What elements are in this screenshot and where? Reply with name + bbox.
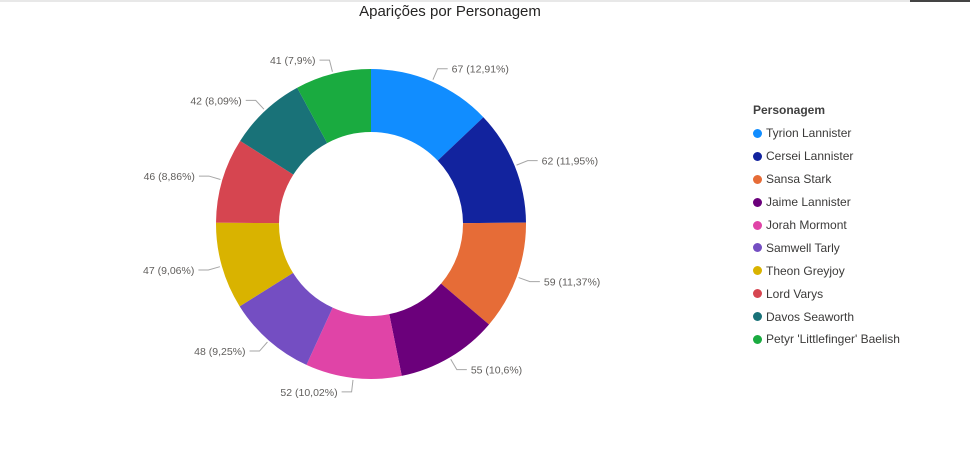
leader-line-tyrion-lannister [432, 68, 448, 80]
slice-davos-seaworth[interactable] [240, 87, 328, 175]
legend-title: Personagem [753, 103, 826, 117]
leader-line-sansa-stark [518, 277, 540, 283]
legend-label: Davos Seaworth [766, 309, 855, 324]
data-label-petyr-littlefinger-baelish: 41 (7,9%) [270, 55, 316, 67]
legend-item-sansa-stark[interactable]: Sansa Stark [753, 168, 900, 191]
slice-tyrion-lannister[interactable] [371, 69, 484, 161]
legend-item-cersei-lannister[interactable]: Cersei Lannister [753, 145, 900, 168]
leader-line-samwell-tarly [249, 341, 268, 352]
slice-theon-greyjoy[interactable] [216, 222, 294, 307]
frame-top-border [0, 0, 970, 2]
legend-dot-icon [753, 128, 762, 138]
slice-sansa-stark[interactable] [441, 222, 526, 325]
legend-label: Cersei Lannister [766, 149, 854, 164]
legend-dot-icon [753, 243, 762, 253]
slice-samwell-tarly[interactable] [239, 272, 333, 365]
leader-line-jorah-mormont [341, 379, 354, 393]
slice-cersei-lannister[interactable] [437, 117, 526, 224]
data-label-theon-greyjoy: 47 (9,06%) [143, 265, 194, 277]
leader-line-cersei-lannister [516, 160, 538, 166]
legend-item-samwell-tarly[interactable]: Samwell Tarly [753, 236, 900, 259]
legend-label: Lord Varys [766, 286, 824, 301]
slice-labels: 67 (12,91%) 62 (11,95%) 59 (11,37%) 55 (10,… [143, 55, 600, 399]
legend-dot-icon [753, 174, 762, 184]
legend-item-davos-seaworth[interactable]: Davos Seaworth [753, 305, 900, 328]
legend-dot-icon [753, 197, 762, 207]
data-label-jaime-lannister: 55 (10,6%) [471, 365, 522, 377]
data-label-sansa-stark: 59 (11,37%) [544, 277, 600, 289]
slice-jaime-lannister[interactable] [389, 283, 490, 376]
data-label-lord-varys: 46 (8,86%) [144, 171, 195, 183]
legend-item-jorah-mormont[interactable]: Jorah Mormont [753, 214, 900, 237]
slice-jorah-mormont[interactable] [306, 307, 402, 379]
legend-dot-icon [753, 334, 762, 344]
legend-items: Tyrion Lannister Cersei Lannister Sansa St… [753, 122, 900, 351]
legend-label: Tyrion Lannister [766, 126, 852, 141]
legend-dot-icon [753, 151, 762, 161]
frame-corner-mark [910, 0, 970, 2]
legend-label: Samwell Tarly [766, 240, 840, 255]
legend-item-tyrion-lannister[interactable]: Tyrion Lannister [753, 122, 900, 145]
legend-item-theon-greyjoy[interactable]: Theon Greyjoy [753, 259, 900, 282]
data-label-cersei-lannister: 62 (11,95%) [542, 156, 598, 168]
data-label-tyrion-lannister: 67 (12,91%) [452, 64, 509, 76]
chart-title: Aparições por Personagem [359, 3, 541, 20]
slice-petyr-littlefinger-baelish[interactable] [297, 69, 371, 144]
slice-lord-varys[interactable] [216, 140, 294, 224]
legend-item-petyr-littlefinger-baelish[interactable]: Petyr 'Littlefinger' Baelish [753, 328, 900, 351]
legend-dot-icon [753, 266, 762, 276]
legend-label: Petyr 'Littlefinger' Baelish [766, 332, 900, 347]
leader-line-jaime-lannister [450, 358, 467, 371]
data-label-davos-seaworth: 42 (8,09%) [190, 95, 241, 107]
legend-dot-icon [753, 312, 762, 322]
legend-label: Jaime Lannister [766, 195, 851, 210]
donut-chart: 67 (12,91%) 62 (11,95%) 59 (11,37%) 55 (10,… [143, 55, 600, 399]
legend-item-lord-varys[interactable]: Lord Varys [753, 282, 900, 305]
leader-line-theon-greyjoy [198, 266, 221, 271]
legend-dot-icon [753, 289, 762, 299]
legend: Personagem Tyrion Lannister Cersei Lannis… [753, 103, 900, 351]
legend-dot-icon [753, 220, 762, 230]
data-label-jorah-mormont: 52 (10,02%) [280, 387, 337, 399]
legend-label: Sansa Stark [766, 172, 832, 187]
data-label-samwell-tarly: 48 (9,25%) [194, 346, 245, 358]
leader-line-petyr-littlefinger-baelish [319, 59, 333, 72]
legend-label: Theon Greyjoy [766, 263, 845, 278]
leader-line-davos-seaworth [245, 99, 265, 110]
legend-label: Jorah Mormont [766, 218, 847, 232]
donut-slices [216, 69, 526, 379]
legend-item-jaime-lannister[interactable]: Jaime Lannister [753, 191, 900, 214]
leader-line-lord-varys [198, 175, 221, 180]
